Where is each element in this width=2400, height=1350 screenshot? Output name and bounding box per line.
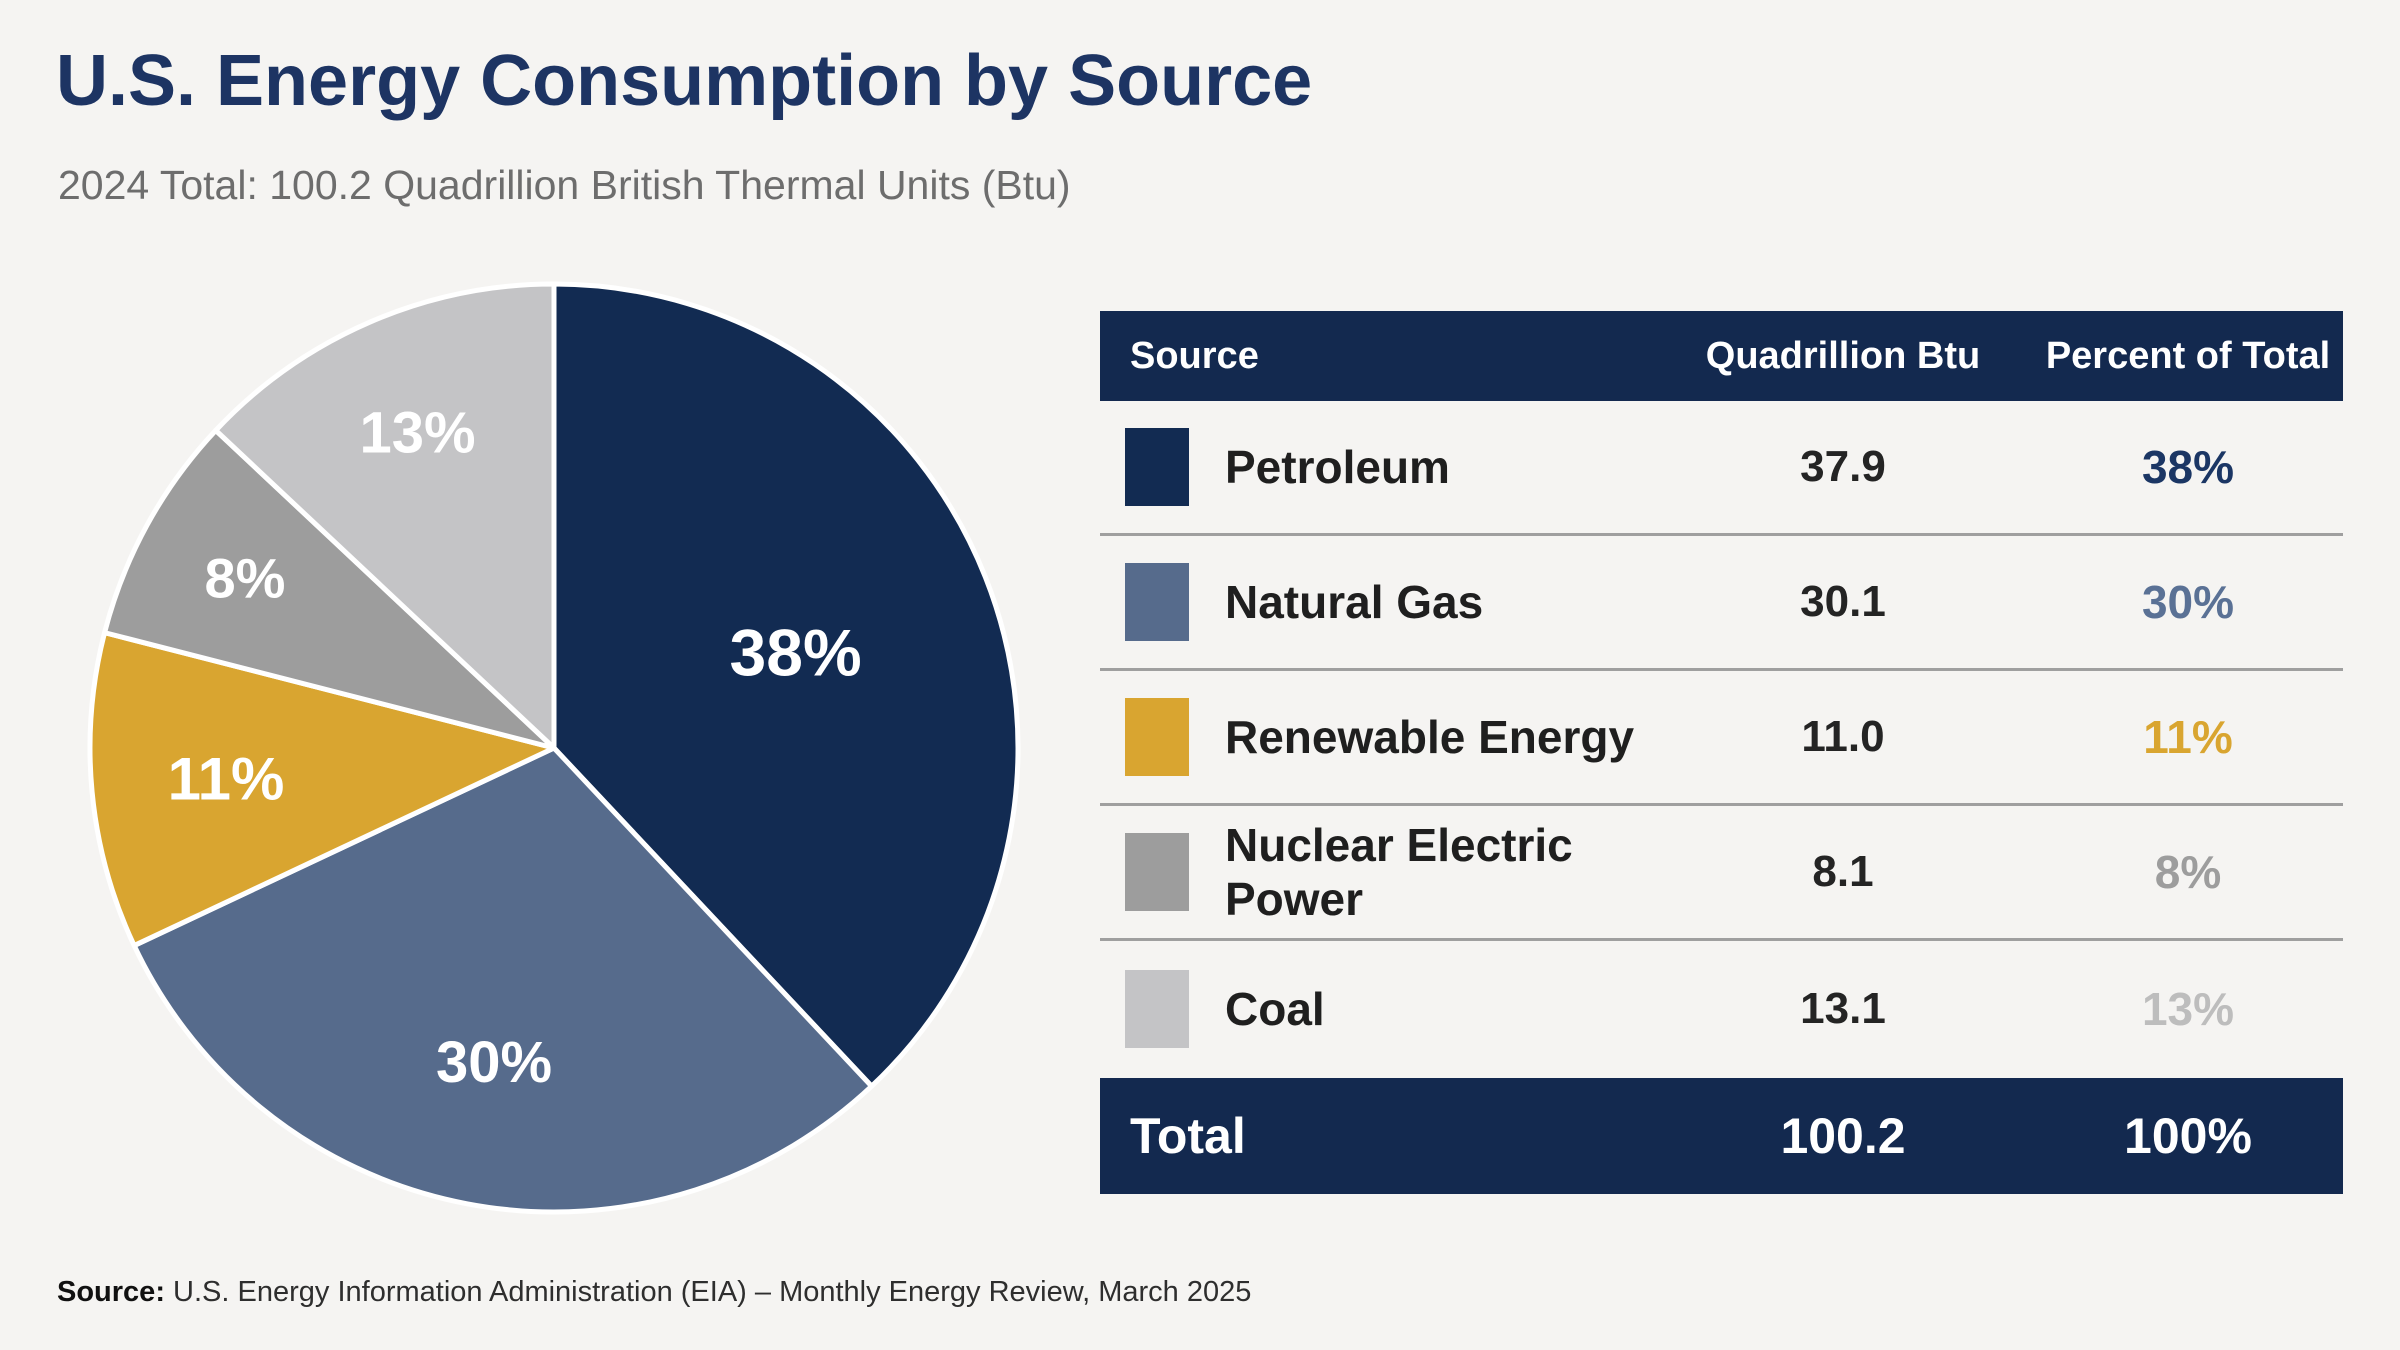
btu-value: 37.9 — [1800, 442, 1886, 491]
source-note-text: U.S. Energy Information Administration (… — [173, 1276, 1252, 1308]
table-row: Coal 13.1 13% — [1100, 941, 2343, 1076]
page-title: U.S. Energy Consumption by Source — [56, 41, 1313, 121]
pie-slice-label: 13% — [360, 400, 476, 465]
table-body: Petroleum 37.9 38% Natural Gas 30.1 30% Renewa… — [1100, 401, 2343, 1076]
pie-slice-coal — [213, 281, 557, 751]
source-cell: Coal — [1100, 969, 1653, 1048]
btu-value: 8.1 — [1812, 847, 1874, 896]
pie-slice-renewable-energy — [87, 630, 557, 949]
total-btu-value: 100.2 — [1780, 1108, 1906, 1164]
source-note-prefix: Source: — [57, 1276, 165, 1308]
source-label: Natural Gas — [1225, 576, 1484, 628]
table-header-row: Source Quadrillion Btu Percent of Total — [1100, 311, 2343, 401]
source-label: Nuclear Electric Power — [1225, 819, 1573, 925]
percent-value: 30% — [2141, 576, 2235, 628]
pie-slice-label: 30% — [436, 1030, 552, 1095]
source-cell: Natural Gas — [1100, 563, 1653, 641]
col-header-btu: Quadrillion Btu — [1705, 334, 1981, 377]
pie-slice-petroleum — [551, 281, 1021, 1089]
source-label: Petroleum — [1225, 441, 1450, 493]
table-row: Petroleum 37.9 38% — [1100, 401, 2343, 536]
page-subtitle: 2024 Total: 100.2 Quadrillion British Th… — [58, 162, 1071, 208]
source-label: Renewable Energy — [1225, 711, 1635, 763]
percent-value: 8% — [2154, 846, 2222, 898]
total-label: Total — [1130, 1108, 1246, 1164]
col-header-percent: Percent of Total — [2045, 334, 2331, 377]
pie-slice-label: 38% — [730, 615, 862, 689]
source-cell: Nuclear Electric Power — [1100, 818, 1653, 926]
pie-chart: 38% 30% 11% 8% 13% — [87, 281, 1021, 1215]
legend-swatch — [1125, 698, 1189, 776]
btu-value: 13.1 — [1800, 983, 1886, 1033]
pie-slice-nuclear-electric-power — [102, 427, 557, 751]
legend-swatch — [1125, 833, 1189, 911]
source-label: Coal — [1225, 982, 1325, 1035]
percent-value: 13% — [2141, 982, 2235, 1035]
source-table: Source Quadrillion Btu Percent of Total … — [1100, 311, 2343, 1194]
pie-slice-natural-gas — [131, 745, 875, 1215]
source-note: Source: U.S. Energy Information Administ… — [57, 1276, 1251, 1309]
pie-slice-label: 11% — [168, 746, 285, 813]
btu-value: 11.0 — [1801, 712, 1885, 761]
table-total-row: Total 100.2 100% — [1100, 1078, 2343, 1194]
total-percent-value: 100% — [2124, 1108, 2252, 1164]
legend-swatch — [1125, 563, 1189, 641]
table-row: Nuclear Electric Power 8.1 8% — [1100, 806, 2343, 941]
pie-slice-label: 8% — [205, 547, 286, 610]
percent-value: 38% — [2141, 441, 2235, 493]
percent-value: 11% — [2143, 711, 2233, 763]
table-row: Renewable Energy 11.0 11% — [1100, 671, 2343, 806]
table-row: Natural Gas 30.1 30% — [1100, 536, 2343, 671]
legend-swatch — [1125, 969, 1189, 1048]
btu-value: 30.1 — [1800, 577, 1886, 626]
legend-swatch — [1125, 428, 1189, 506]
col-header-source: Source — [1130, 334, 1259, 377]
source-cell: Renewable Energy — [1100, 698, 1653, 776]
source-cell: Petroleum — [1100, 428, 1653, 506]
